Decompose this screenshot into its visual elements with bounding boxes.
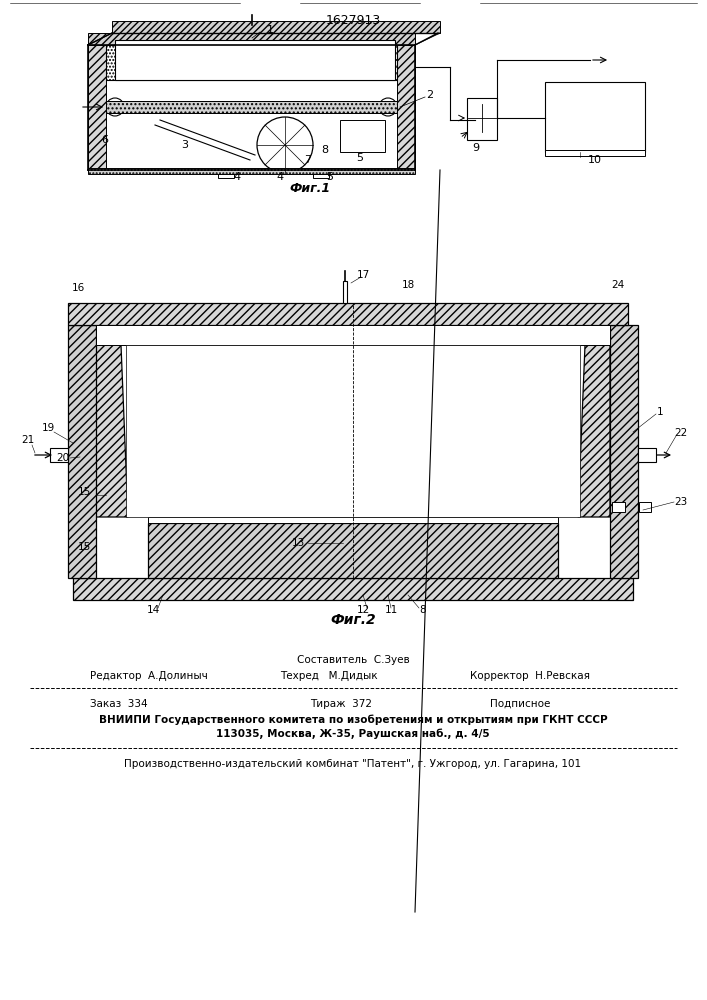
Text: 17: 17 <box>356 270 370 280</box>
Bar <box>115 40 395 80</box>
Text: 10: 10 <box>588 155 602 165</box>
Bar <box>126 345 580 517</box>
Polygon shape <box>96 345 128 517</box>
Text: 21: 21 <box>21 435 35 445</box>
Text: Редактор  А.Долиныч: Редактор А.Долиныч <box>90 671 208 681</box>
Text: 8: 8 <box>322 145 329 155</box>
Circle shape <box>237 42 273 78</box>
Circle shape <box>368 133 371 136</box>
Circle shape <box>368 125 371 128</box>
Circle shape <box>257 117 313 173</box>
Text: 1: 1 <box>267 25 274 35</box>
Text: 1627913: 1627913 <box>325 13 380 26</box>
Bar <box>340 120 385 152</box>
Text: 2: 2 <box>426 90 433 100</box>
Text: Корректор  Н.Ревская: Корректор Н.Ревская <box>470 671 590 681</box>
Text: 11: 11 <box>385 605 397 615</box>
Circle shape <box>106 98 124 116</box>
Text: 6: 6 <box>102 135 108 145</box>
Bar <box>88 33 415 45</box>
Circle shape <box>358 125 361 128</box>
Bar <box>106 45 397 80</box>
Circle shape <box>349 143 351 146</box>
Bar <box>467 98 497 140</box>
Text: 5: 5 <box>327 172 334 182</box>
Text: 13: 13 <box>291 538 305 548</box>
Text: 16: 16 <box>71 283 85 293</box>
Circle shape <box>358 133 361 136</box>
Bar <box>112 21 440 33</box>
Bar <box>88 45 106 170</box>
Text: Техред   М.Дидык: Техред М.Дидык <box>280 671 378 681</box>
Text: 1: 1 <box>657 407 663 417</box>
Circle shape <box>610 113 624 127</box>
Text: 18: 18 <box>402 280 414 290</box>
Bar <box>397 45 415 170</box>
Circle shape <box>349 125 351 128</box>
Text: 22: 22 <box>674 428 688 438</box>
Circle shape <box>567 112 583 128</box>
Bar <box>50 448 68 462</box>
Bar <box>73 578 633 600</box>
Text: 23: 23 <box>674 497 688 507</box>
Bar <box>68 325 96 578</box>
Text: Подписное: Подписное <box>490 699 550 709</box>
Circle shape <box>614 117 619 122</box>
Text: 8: 8 <box>420 605 426 615</box>
Text: 14: 14 <box>146 605 160 615</box>
Circle shape <box>358 143 361 146</box>
Bar <box>68 303 628 325</box>
Text: Составитель  С.Зуев: Составитель С.Зуев <box>297 655 409 665</box>
Text: 9: 9 <box>472 143 479 153</box>
Bar <box>148 517 558 523</box>
Bar <box>545 82 645 152</box>
Text: 113035, Москва, Ж-35, Раушская наб., д. 4/5: 113035, Москва, Ж-35, Раушская наб., д. … <box>216 729 490 739</box>
Text: Тираж  372: Тираж 372 <box>310 699 372 709</box>
Circle shape <box>468 104 496 132</box>
Bar <box>610 325 638 578</box>
Circle shape <box>553 98 597 142</box>
Bar <box>148 523 558 578</box>
Bar <box>96 325 610 345</box>
Bar <box>612 502 625 512</box>
Circle shape <box>249 54 261 66</box>
Bar <box>545 150 645 156</box>
Circle shape <box>349 133 351 136</box>
Circle shape <box>599 102 635 138</box>
Bar <box>218 174 234 178</box>
Text: Заказ  334: Заказ 334 <box>90 699 148 709</box>
Polygon shape <box>230 25 275 40</box>
Text: 4: 4 <box>276 172 284 182</box>
Text: 7: 7 <box>305 155 312 165</box>
Bar <box>310 170 332 174</box>
Bar <box>88 168 415 174</box>
Text: 15: 15 <box>77 542 90 552</box>
Text: Фиг.1: Фиг.1 <box>289 182 331 194</box>
Text: 24: 24 <box>612 280 624 290</box>
Polygon shape <box>578 345 610 517</box>
Text: Производственно-издательский комбинат "Патент", г. Ужгород, ул. Гагарина, 101: Производственно-издательский комбинат "П… <box>124 759 582 769</box>
Bar <box>638 448 656 462</box>
Circle shape <box>368 143 371 146</box>
Text: 19: 19 <box>42 423 54 433</box>
Text: 3: 3 <box>182 140 189 150</box>
Text: ВНИИПИ Государственного комитета по изобретениям и открытиям при ГКНТ СССР: ВНИИПИ Государственного комитета по изоб… <box>99 715 607 725</box>
Bar <box>215 170 237 174</box>
Bar <box>343 281 347 303</box>
Bar <box>106 101 397 113</box>
Text: Фиг.2: Фиг.2 <box>330 613 376 627</box>
Text: 15: 15 <box>77 487 90 497</box>
Text: 12: 12 <box>356 605 370 615</box>
Bar <box>639 502 651 512</box>
Text: 20: 20 <box>57 453 69 463</box>
Circle shape <box>572 117 578 123</box>
Text: 4: 4 <box>233 172 240 182</box>
Text: 5: 5 <box>356 153 363 163</box>
Circle shape <box>379 98 397 116</box>
Bar <box>313 174 329 178</box>
